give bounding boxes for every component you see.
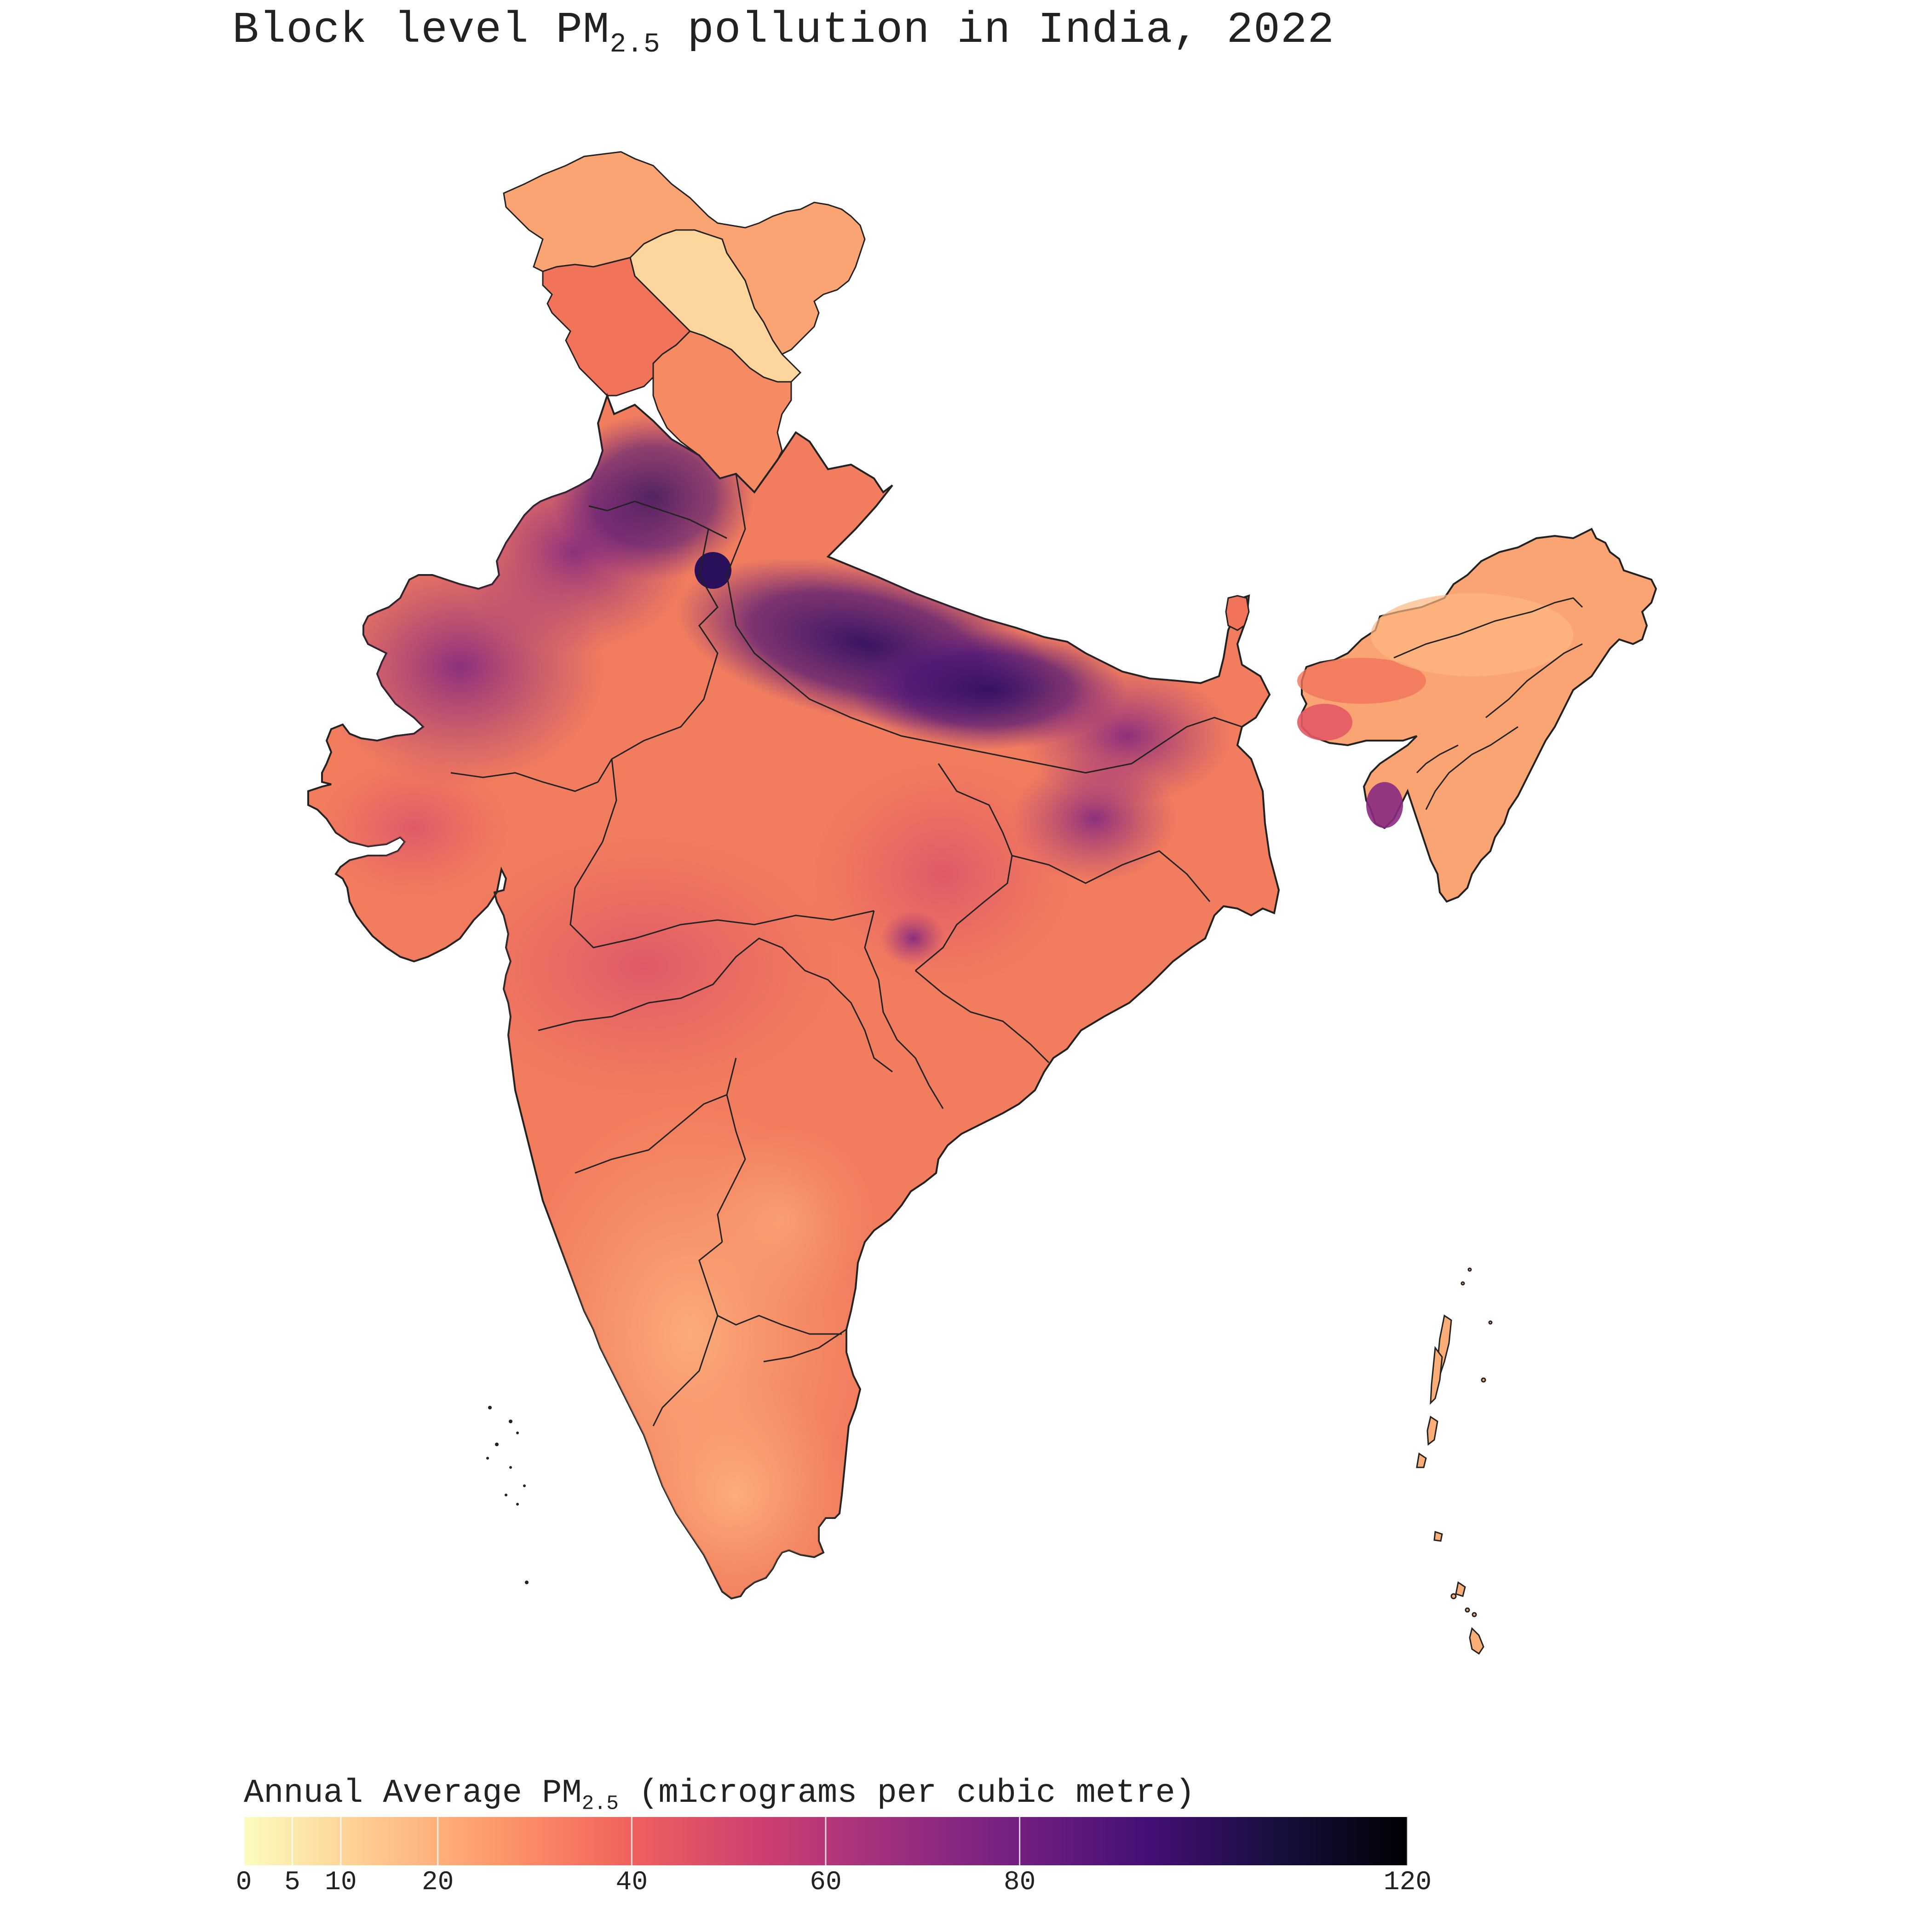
colorbar-tick-label: 60 bbox=[810, 1868, 842, 1898]
lakshadweep-islands bbox=[486, 1406, 529, 1584]
region-jammu-kashmir bbox=[542, 257, 691, 397]
title-suffix: pollution in India, 2022 bbox=[660, 5, 1334, 55]
legend-colorbar bbox=[244, 1817, 1408, 1865]
northeast-boundaries bbox=[1393, 597, 1583, 810]
region-sikkim bbox=[1225, 595, 1250, 631]
legend-title-subscript: 2.5 bbox=[581, 1792, 619, 1816]
colorbar-tick-label: 120 bbox=[1383, 1868, 1432, 1898]
colorbar-tick-label: 80 bbox=[1003, 1868, 1036, 1898]
title-subscript: 2.5 bbox=[610, 28, 661, 60]
colorbar-tick-label: 20 bbox=[421, 1868, 454, 1898]
map-title: Block level PM2.5 pollution in India, 20… bbox=[232, 4, 1334, 61]
colorbar-tick-label: 40 bbox=[615, 1868, 648, 1898]
colorbar-tick-label: 5 bbox=[284, 1868, 300, 1898]
legend-title: Annual Average PM2.5 (micrograms per cub… bbox=[244, 1773, 1195, 1817]
legend-title-prefix: Annual Average PM bbox=[244, 1774, 582, 1812]
colorbar-tick-lines bbox=[244, 1817, 1408, 1865]
colorbar-tick-label: 0 bbox=[236, 1868, 252, 1898]
andaman-nicobar-islands bbox=[1416, 1267, 1493, 1655]
title-prefix: Block level PM bbox=[232, 5, 610, 55]
colorbar-tick-label: 10 bbox=[325, 1868, 357, 1898]
region-himachal bbox=[652, 330, 792, 494]
legend-title-suffix: (micrograms per cubic metre) bbox=[618, 1774, 1195, 1812]
region-northeast bbox=[1301, 528, 1657, 903]
mainland bbox=[307, 395, 1280, 1599]
colorbar-tick-labels: 0 5 10 20 40 60 80 120 bbox=[236, 1868, 1432, 1904]
